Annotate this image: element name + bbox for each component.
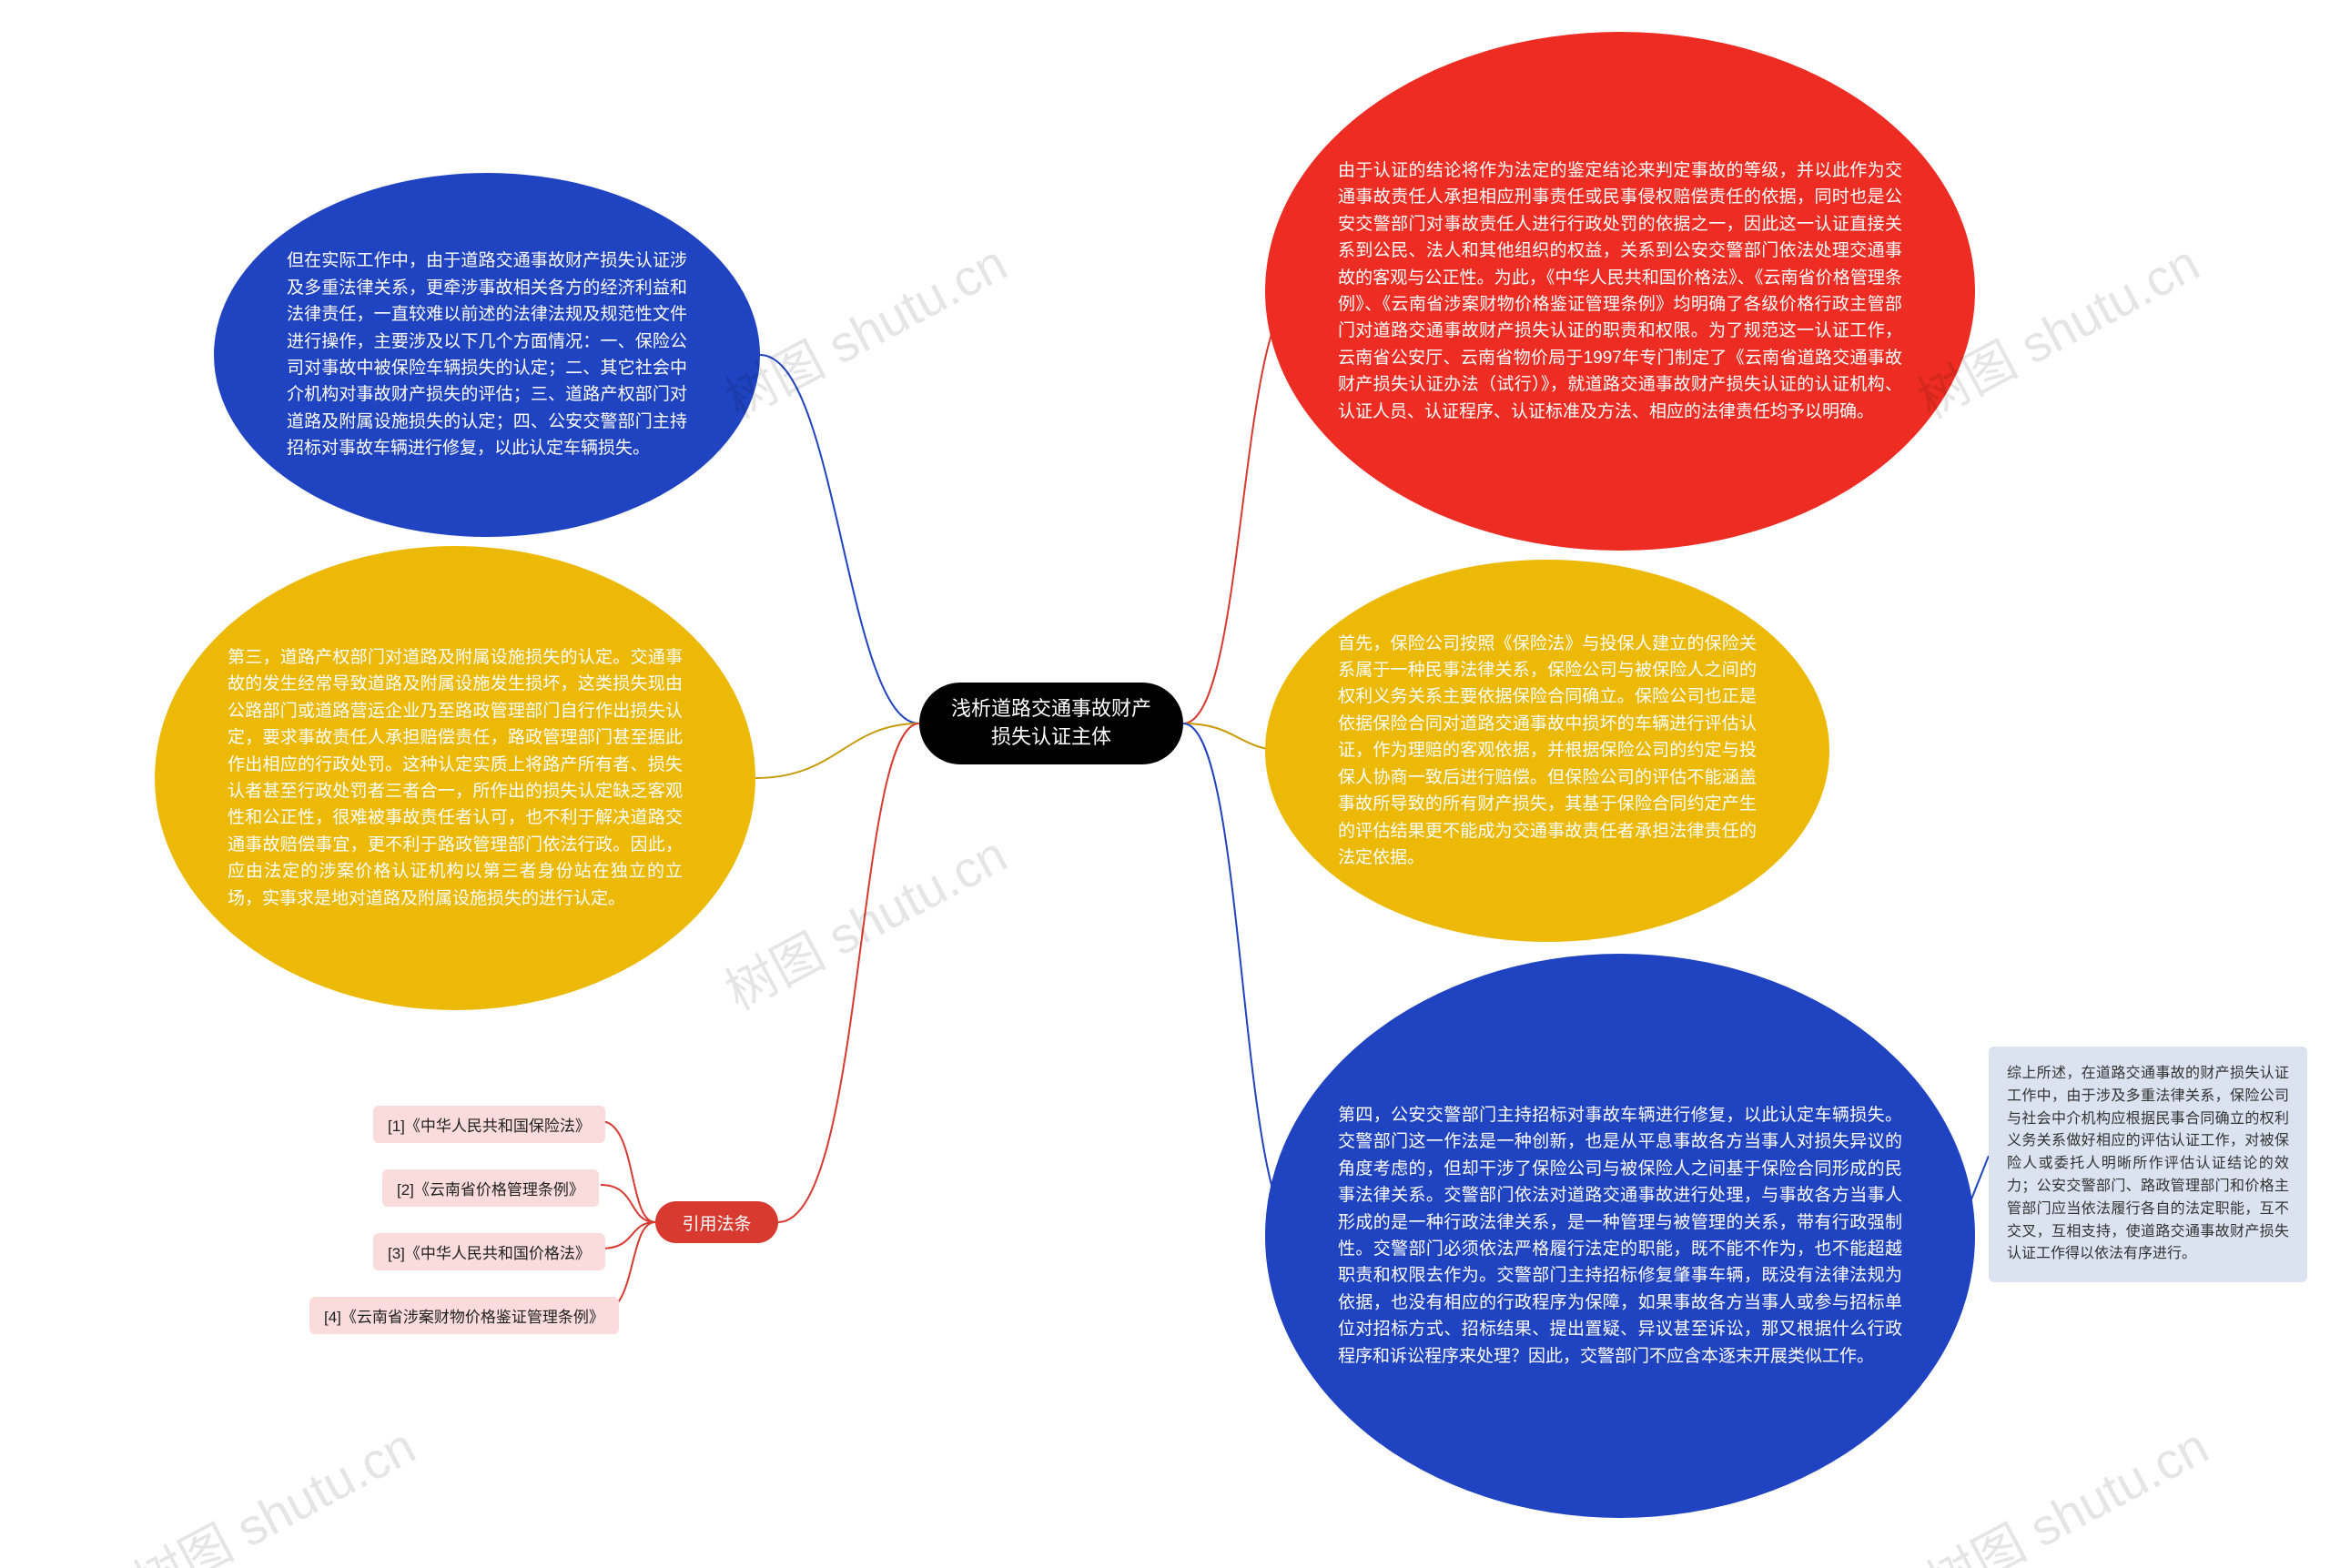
bubble-mid-right-yellow: 首先，保险公司按照《保险法》与投保人建立的保险关系属于一种民事法律关系，保险公司… <box>1265 560 1829 942</box>
center-label: 浅析道路交通事故财产损失认证主体 <box>947 695 1156 752</box>
law-text: [1]《中华人民共和国保险法》 <box>388 1118 591 1135</box>
law-tag: 引用法条 <box>655 1201 778 1243</box>
bubble-text: 第四，公安交警部门主持招标对事故车辆进行修复，以此认定车辆损失。交警部门这一作法… <box>1338 1102 1902 1370</box>
summary-note: 综上所述，在道路交通事故的财产损失认证工作中，由于涉及多重法律关系，保险公司与社… <box>1989 1047 2307 1282</box>
bubble-text: 第三，道路产权部门对道路及附属设施损失的认定。交通事故的发生经常导致道路及附属设… <box>228 644 683 912</box>
bubble-text: 首先，保险公司按照《保险法》与投保人建立的保险关系属于一种民事法律关系，保险公司… <box>1338 631 1757 872</box>
law-item: [1]《中华人民共和国保险法》 <box>373 1106 605 1143</box>
bubble-bottom-right-blue: 第四，公安交警部门主持招标对事故车辆进行修复，以此认定车辆损失。交警部门这一作法… <box>1265 954 1975 1518</box>
bubble-text: 但在实际工作中，由于道路交通事故财产损失认证涉及多重法律关系，更牵涉事故相关各方… <box>287 248 687 462</box>
watermark: 树图 shutu.cn <box>1912 1406 2220 1568</box>
watermark: 树图 shutu.cn <box>119 1406 427 1568</box>
law-text: [3]《中华人民共和国价格法》 <box>388 1245 591 1262</box>
bubble-top-right-red: 由于认证的结论将作为法定的鉴定结论来判定事故的等级，并以此作为交通事故责任人承担… <box>1265 32 1975 551</box>
bubble-mid-left-yellow: 第三，道路产权部门对道路及附属设施损失的认定。交通事故的发生经常导致道路及附属设… <box>155 546 755 1010</box>
law-text: [2]《云南省价格管理条例》 <box>397 1181 584 1199</box>
law-item: [2]《云南省价格管理条例》 <box>382 1169 599 1207</box>
law-text: [4]《云南省涉案财物价格鉴证管理条例》 <box>324 1309 604 1326</box>
summary-text: 综上所述，在道路交通事故的财产损失认证工作中，由于涉及多重法律关系，保险公司与社… <box>2007 1066 2289 1261</box>
law-item: [4]《云南省涉案财物价格鉴证管理条例》 <box>309 1297 619 1334</box>
law-item: [3]《中华人民共和国价格法》 <box>373 1233 605 1270</box>
center-node: 浅析道路交通事故财产损失认证主体 <box>919 683 1183 764</box>
watermark: 树图 shutu.cn <box>711 814 1018 1025</box>
law-tag-label: 引用法条 <box>682 1210 751 1235</box>
bubble-text: 由于认证的结论将作为法定的鉴定结论来判定事故的等级，并以此作为交通事故责任人承担… <box>1338 157 1902 425</box>
bubble-top-left-blue: 但在实际工作中，由于道路交通事故财产损失认证涉及多重法律关系，更牵涉事故相关各方… <box>214 173 760 537</box>
